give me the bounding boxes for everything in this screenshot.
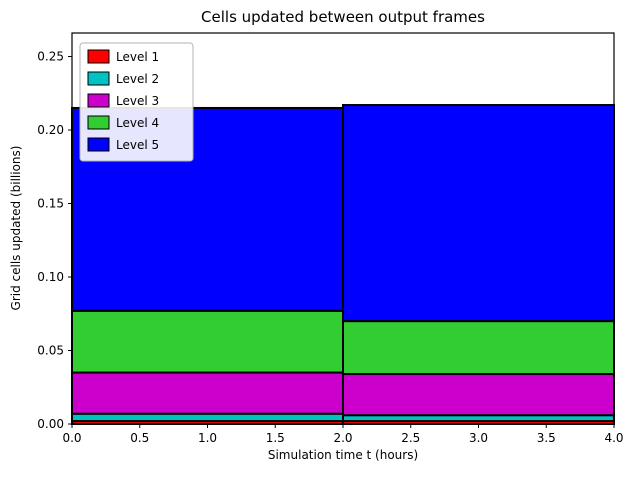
x-tick-label: 2.0 [333, 431, 352, 445]
legend: Level 1 Level 2 Level 3 Level 4 Level 5 [79, 42, 194, 162]
chart-title: Cells updated between output frames [201, 8, 485, 26]
legend-swatch-level-2 [87, 71, 110, 86]
x-tick-label: 1.5 [266, 431, 285, 445]
y-tick-label: 0.20 [37, 123, 64, 137]
y-tick-label: 0.05 [37, 344, 64, 358]
y-tick-label: 0.25 [37, 50, 64, 64]
legend-swatch-level-4 [87, 115, 110, 130]
bar-segment-level-3 [342, 373, 615, 417]
x-tick-label: 0.5 [130, 431, 149, 445]
legend-label: Level 2 [116, 72, 159, 86]
legend-swatch-level-5 [87, 137, 110, 152]
y-tick-label: 0.00 [37, 417, 64, 431]
legend-label: Level 3 [116, 94, 159, 108]
x-tick-label: 3.0 [469, 431, 488, 445]
x-tick-label: 4.0 [604, 431, 623, 445]
y-tick-label: 0.15 [37, 197, 64, 211]
y-axis-label: Grid cells updated (billions) [9, 146, 23, 311]
ticks-group: 0.0 0.5 1.0 1.5 2.0 2.5 3.0 3.5 4.0 0.00 0.05 0.10 0… [37, 50, 623, 445]
x-tick-label: 0.0 [62, 431, 81, 445]
bar-segment-level-3 [71, 371, 344, 415]
x-tick-label: 2.5 [401, 431, 420, 445]
axes-frame [71, 32, 615, 425]
legend-label: Level 1 [116, 50, 159, 64]
x-axis-label: Simulation time t (hours) [268, 448, 418, 462]
legend-label: Level 5 [116, 138, 159, 152]
x-tick-label: 3.5 [537, 431, 556, 445]
legend-swatch-level-1 [87, 49, 110, 64]
legend-swatch-level-3 [87, 93, 110, 108]
bars-group [71, 104, 615, 425]
bar-segment-level-5 [342, 104, 615, 323]
bar-segment-level-2 [71, 412, 344, 423]
x-tick-label: 1.0 [198, 431, 217, 445]
bar-segment-level-4 [71, 309, 344, 374]
y-tick-label: 0.10 [37, 270, 64, 284]
legend-label: Level 4 [116, 116, 159, 130]
bar-segment-level-4 [342, 320, 615, 376]
